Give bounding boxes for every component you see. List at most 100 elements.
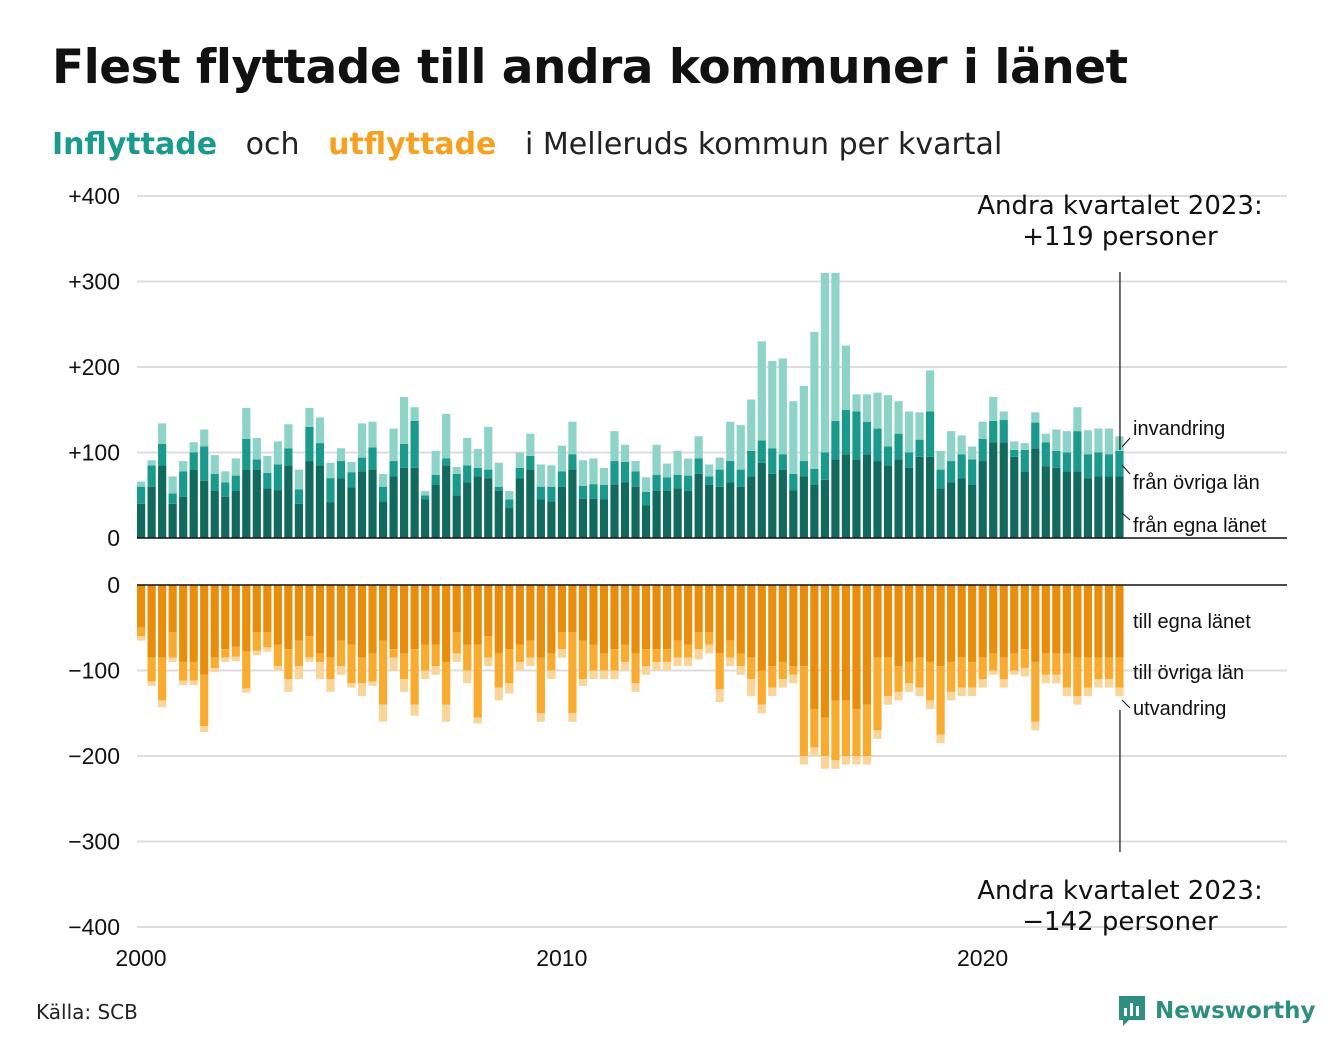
bar-in-segment bbox=[179, 471, 188, 497]
bar-out-segment bbox=[852, 585, 861, 709]
bar-out-segment bbox=[1041, 585, 1050, 654]
bar-in-segment bbox=[810, 468, 819, 485]
axes: +400 +300 +200 +100 0 0 −100 −200 −300 −400 2000 20… bbox=[68, 183, 1287, 971]
bar-in-segment bbox=[336, 448, 346, 462]
bar-in-segment bbox=[484, 469, 493, 479]
bar-in-segment bbox=[221, 496, 230, 538]
bar-out-segment bbox=[768, 687, 777, 697]
bar-out-segment bbox=[326, 585, 335, 658]
bar-out-segment bbox=[494, 687, 503, 701]
bar-in-segment bbox=[589, 498, 598, 538]
bar-in-segment bbox=[641, 491, 651, 506]
bar-out-segment bbox=[347, 585, 356, 645]
bar-out-segment bbox=[463, 585, 472, 645]
bar-in-segment bbox=[831, 459, 840, 538]
chart-subtitle: Inflyttade och utflyttade i Melleruds ko… bbox=[52, 127, 1002, 162]
bar-in-segment bbox=[200, 480, 209, 538]
bar-out-segment bbox=[641, 666, 651, 675]
bar-out-segment bbox=[589, 644, 598, 671]
bar-in-segment bbox=[610, 431, 619, 462]
bar-in-segment bbox=[631, 486, 640, 538]
bar-out-segment bbox=[747, 679, 756, 697]
bar-in-segment bbox=[757, 341, 766, 441]
bar-in-segment bbox=[599, 484, 609, 500]
bar-out-segment bbox=[1062, 653, 1071, 688]
bar-in-segment bbox=[442, 465, 451, 538]
bar-in-segment bbox=[957, 435, 966, 455]
bar-out-segment bbox=[1020, 649, 1029, 668]
bar-out-segment bbox=[1104, 585, 1114, 658]
bar-out-segment bbox=[862, 756, 872, 765]
bar-out-segment bbox=[999, 585, 1008, 658]
bar-in-segment bbox=[883, 395, 893, 447]
bar-in-segment bbox=[242, 408, 251, 439]
bar-in-segment bbox=[810, 484, 819, 538]
bar-in-segment bbox=[389, 476, 398, 538]
bar-out-segment bbox=[873, 730, 882, 739]
bar-in-segment bbox=[536, 486, 545, 500]
bar-in-segment bbox=[515, 467, 524, 479]
bar-out-segment bbox=[726, 640, 735, 658]
series-label-top: invandring bbox=[1133, 418, 1225, 440]
bar-out-segment bbox=[368, 653, 377, 682]
bar-in-segment bbox=[1094, 428, 1103, 453]
bar-in-segment bbox=[1083, 454, 1092, 479]
bar-in-segment bbox=[473, 449, 482, 468]
bar-in-segment bbox=[463, 465, 472, 483]
bar-in-segment bbox=[347, 472, 356, 488]
bar-in-segment bbox=[757, 462, 766, 538]
bar-out-segment bbox=[357, 585, 367, 658]
bar-out-segment bbox=[862, 585, 872, 705]
bar-in-segment bbox=[799, 385, 808, 462]
ytick-top-label: +100 bbox=[68, 440, 120, 466]
bar-in-segment bbox=[452, 473, 461, 496]
bar-out-segment bbox=[263, 632, 272, 648]
bar-in-segment bbox=[736, 486, 745, 538]
bar-in-segment bbox=[526, 433, 535, 456]
bar-out-segment bbox=[179, 585, 188, 662]
bar-in-segment bbox=[747, 399, 756, 451]
bar-in-segment bbox=[1010, 441, 1019, 450]
bar-out-segment bbox=[557, 632, 566, 650]
bar-out-segment bbox=[357, 683, 367, 697]
bar-out-segment bbox=[1020, 667, 1029, 677]
bar-in-segment bbox=[726, 482, 735, 538]
bar-out-segment bbox=[841, 585, 851, 701]
bar-in-segment bbox=[526, 469, 535, 538]
bar-in-segment bbox=[694, 458, 703, 474]
bar-in-segment bbox=[263, 488, 272, 538]
bar-in-segment bbox=[421, 490, 430, 496]
bar-out-segment bbox=[620, 661, 630, 671]
bar-in-segment bbox=[652, 444, 661, 475]
bar-in-segment bbox=[431, 474, 440, 485]
bar-out-segment bbox=[231, 646, 240, 657]
bar-in-segment bbox=[463, 437, 472, 466]
bar-in-segment bbox=[768, 473, 777, 538]
bar-in-segment bbox=[1041, 433, 1050, 443]
bar-in-segment bbox=[368, 421, 377, 448]
bar-in-segment bbox=[778, 454, 787, 470]
bar-in-segment bbox=[1094, 476, 1103, 538]
bar-out-segment bbox=[137, 585, 146, 628]
bar-out-segment bbox=[610, 649, 619, 671]
bar-out-segment bbox=[189, 661, 198, 681]
bar-out-segment bbox=[1115, 687, 1124, 697]
bar-out-segment bbox=[389, 649, 398, 658]
bar-out-segment bbox=[242, 688, 251, 693]
bar-out-segment bbox=[684, 657, 693, 667]
bar-out-segment bbox=[400, 653, 409, 680]
bar-out-segment bbox=[831, 585, 840, 701]
bar-out-segment bbox=[473, 585, 482, 645]
bar-in-segment bbox=[989, 420, 998, 443]
bar-out-segment bbox=[862, 704, 872, 756]
bar-out-segment bbox=[231, 656, 240, 662]
bar-out-segment bbox=[831, 700, 840, 761]
bar-out-segment bbox=[578, 679, 588, 686]
bar-in-segment bbox=[410, 420, 419, 468]
bar-out-segment bbox=[284, 679, 293, 692]
bar-in-segment bbox=[789, 401, 798, 474]
bar-in-segment bbox=[284, 448, 293, 466]
bar-out-segment bbox=[1094, 657, 1103, 680]
bar-in-segment bbox=[357, 471, 367, 538]
subtitle-and-word: och bbox=[245, 127, 300, 162]
